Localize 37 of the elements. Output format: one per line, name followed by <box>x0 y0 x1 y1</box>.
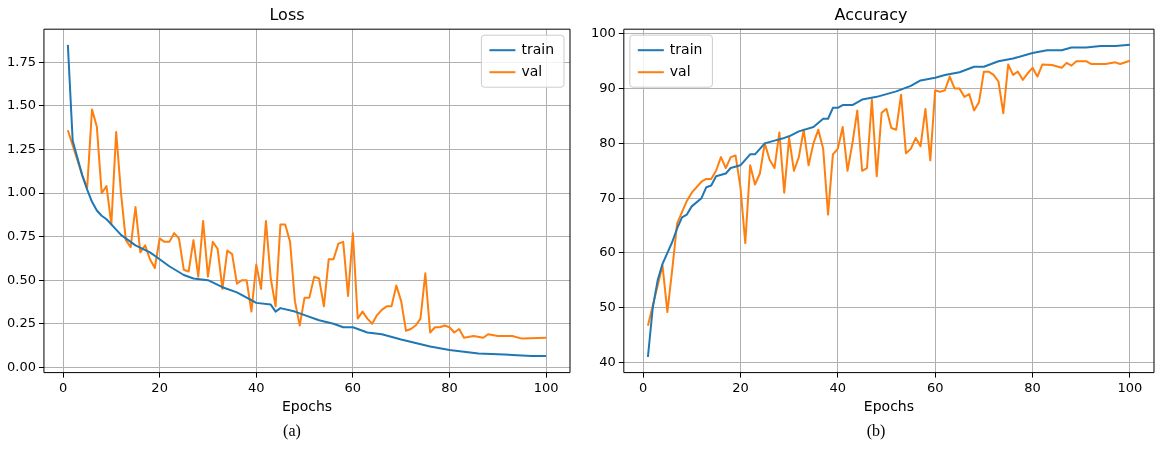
y-tick-label: 0.00 <box>6 358 36 374</box>
x-tick-label: 40 <box>247 379 265 395</box>
x-tick-label: 100 <box>533 379 559 395</box>
x-tick-label: 40 <box>829 379 847 395</box>
y-tick-label: 0.75 <box>6 228 36 244</box>
x-tick-label: 60 <box>926 379 944 395</box>
y-tick-label: 1.75 <box>6 53 36 69</box>
text: (a) <box>282 422 302 440</box>
y-tick-label: 60 <box>599 244 616 260</box>
y-tick-label: 1.00 <box>6 184 36 200</box>
legend-label: train <box>669 40 703 57</box>
chart-title: Accuracy <box>834 4 908 24</box>
x-tick-label: 20 <box>732 379 749 395</box>
text: (b) <box>865 422 887 440</box>
y-tick-label: 50 <box>599 299 616 315</box>
x-tick-label: 20 <box>151 379 168 395</box>
y-tick-label: 70 <box>599 189 616 205</box>
legend-label: val <box>669 62 691 79</box>
y-tick-label: 0.50 <box>6 271 36 287</box>
y-tick-label: 80 <box>599 134 616 150</box>
x-tick-label: 0 <box>58 379 68 395</box>
x-tick-label: 0 <box>638 379 648 395</box>
x-axis-title: Epochs <box>863 398 914 415</box>
x-tick-label: 80 <box>1024 379 1041 395</box>
x-axis-title: Epochs <box>281 398 333 415</box>
y-tick-label: 1.50 <box>6 97 36 113</box>
legend-label: train <box>521 40 555 57</box>
y-tick-label: 1.25 <box>6 140 36 156</box>
y-tick-label: 100 <box>590 25 616 41</box>
y-tick-label: 90 <box>599 80 616 95</box>
chart-title: Loss <box>269 4 305 24</box>
x-tick-label: 100 <box>1117 379 1143 395</box>
y-tick-label: 40 <box>599 353 616 369</box>
x-tick-label: 80 <box>441 379 458 395</box>
legend-label: val <box>521 62 543 79</box>
x-tick-label: 60 <box>344 379 362 395</box>
y-tick-label: 0.25 <box>6 315 36 331</box>
